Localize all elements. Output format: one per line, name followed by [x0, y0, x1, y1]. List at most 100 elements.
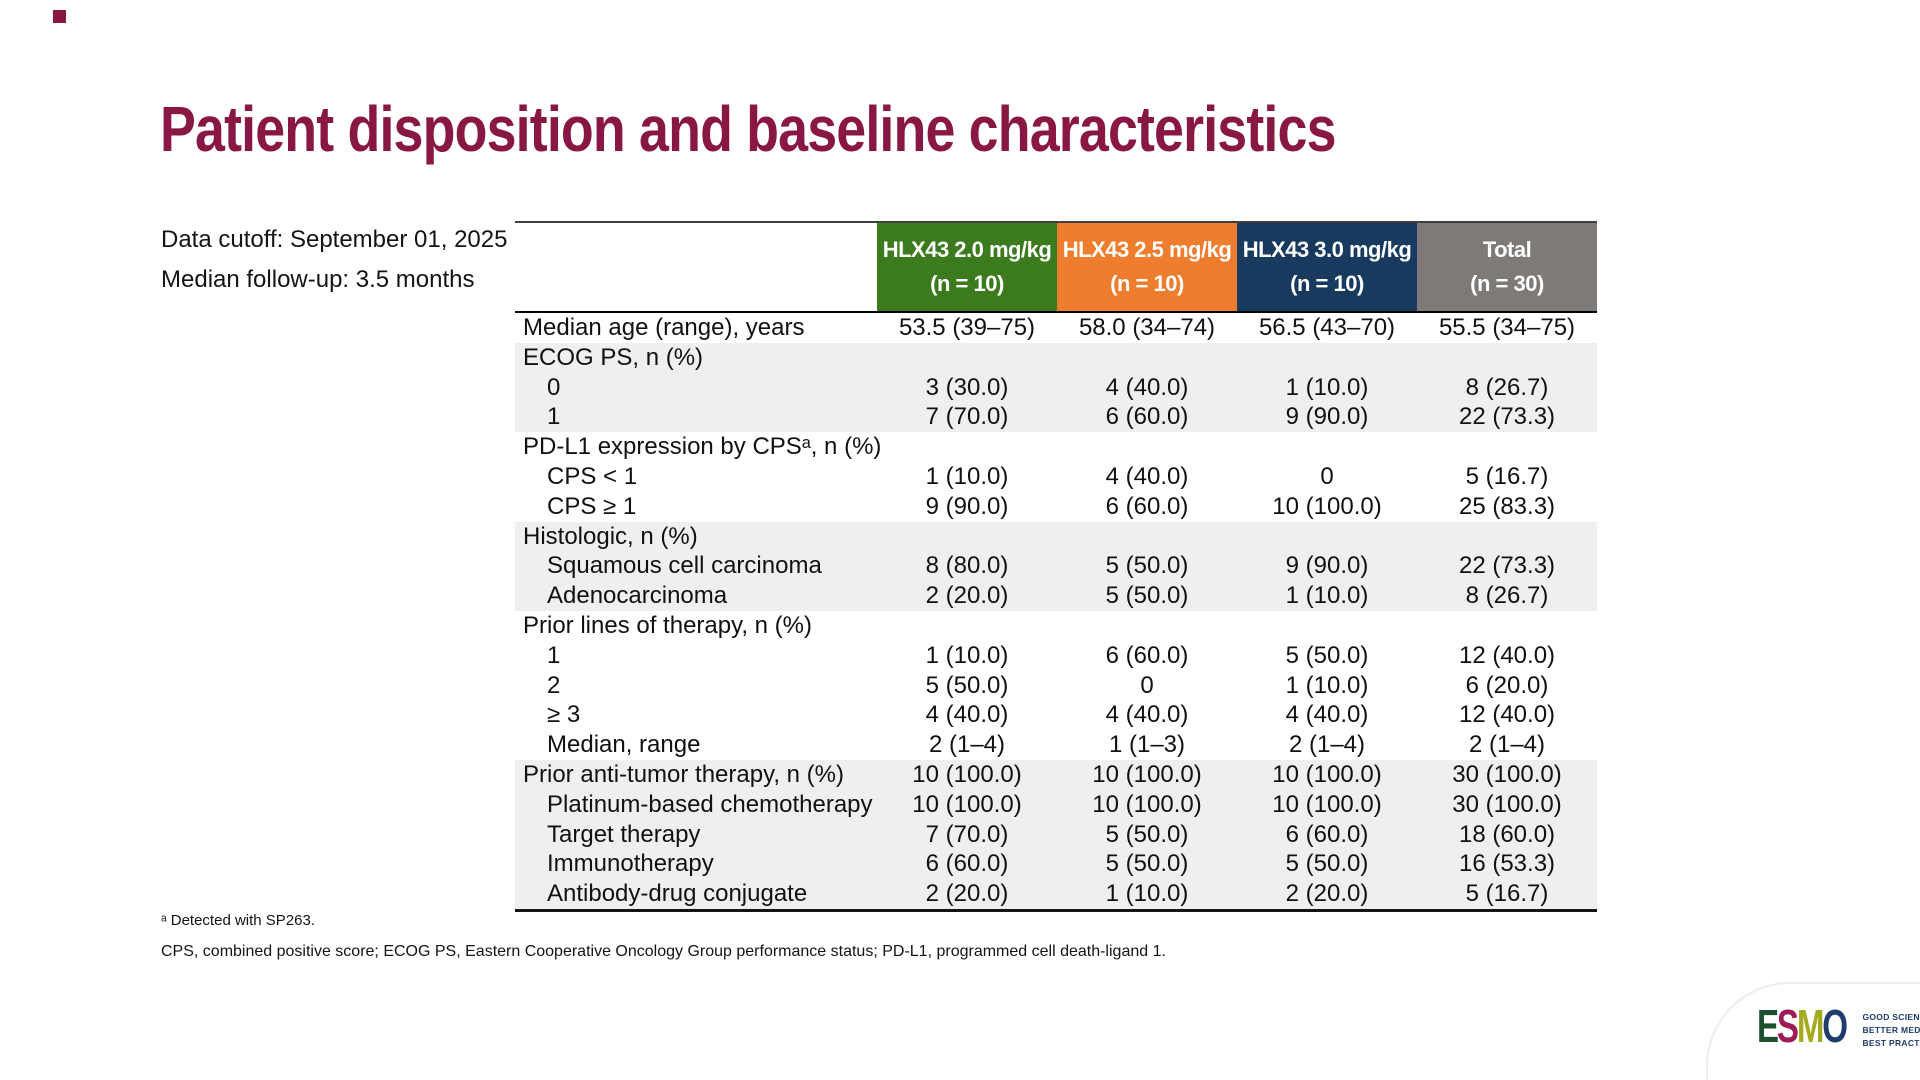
cell-value: 55.5 (34–75) [1438, 314, 1576, 341]
slide-title: Patient disposition and baseline charact… [160, 93, 1336, 165]
column-header-line2: (n = 30) [1470, 271, 1544, 296]
cell-value [1057, 343, 1237, 373]
esmo-logo-card [1706, 982, 1920, 1080]
row-label: ECOG PS, n (%) [523, 343, 704, 371]
row-label: Platinum-based chemotherapy [547, 790, 873, 818]
footnote-abbreviations: CPS, combined positive score; ECOG PS, E… [161, 943, 1166, 960]
cell-value: 9 (90.0) [925, 492, 1009, 520]
cell-value [1057, 432, 1237, 462]
cell-value: 8 (80.0) [925, 552, 1009, 580]
table-row: Antibody-drug conjugate 2 (20.0) 1 (10.0) 2… [515, 879, 1597, 911]
cell-value: 1 (1–3) [1108, 731, 1186, 759]
table-row: Adenocarcinoma 2 (20.0) 5 (50.0) 1 (10.0) 8 … [515, 581, 1597, 611]
table-row: Target therapy 7 (70.0) 5 (50.0) 6 (60.0) 18… [515, 819, 1597, 850]
row-label: Median age (range), years [523, 314, 805, 341]
cell-value: 2 (1–4) [928, 731, 1006, 759]
table-row: ECOG PS, n (%) [515, 342, 1597, 373]
table-row: Squamous cell carcinoma 8 (80.0) 5 (50.0) 9… [515, 551, 1597, 582]
cell-value: 56.5 (43–70) [1258, 314, 1396, 341]
esmo-letter: E [1757, 1000, 1779, 1052]
cell-value: 5 (50.0) [1105, 820, 1189, 848]
cell-value: 12 (40.0) [1458, 701, 1556, 729]
cell-value [877, 522, 1057, 552]
table-row: 1 1 (10.0) 6 (60.0) 5 (50.0) 12 (40.0) [515, 641, 1597, 671]
table-header-row: HLX43 2.0 mg/kg (n = 10) HLX43 2.5 mg/kg (n… [515, 222, 1597, 313]
cell-value: 53.5 (39–75) [898, 314, 1036, 341]
cell-value: 6 (60.0) [1105, 403, 1189, 431]
esmo-logo: ESMO GOOD SCIENCE BETTER MEDICINE BEST PRA… [1757, 1003, 1920, 1050]
cell-value: 10 (100.0) [1272, 760, 1382, 788]
row-label: Squamous cell carcinoma [547, 552, 822, 580]
cell-value: 16 (53.3) [1458, 850, 1556, 878]
cell-value: 0 [1140, 671, 1154, 699]
baseline-characteristics-table: HLX43 2.0 mg/kg (n = 10) HLX43 2.5 mg/kg (n… [515, 221, 1597, 912]
cell-value [1057, 522, 1237, 552]
cell-value: 10 (100.0) [912, 760, 1022, 788]
cell-value [1417, 432, 1597, 462]
cell-value: 22 (73.3) [1458, 403, 1556, 431]
cell-value: 4 (40.0) [1105, 462, 1189, 490]
esmo-letter: S [1776, 1000, 1799, 1052]
column-header-line2: (n = 10) [1290, 271, 1364, 296]
corner-accent-mark [53, 10, 66, 23]
cell-value [1057, 611, 1237, 641]
table-row: Median, range 2 (1–4) 1 (1–3) 2 (1–4) 2 (1–4… [515, 730, 1597, 760]
row-label: Median, range [547, 731, 701, 759]
cell-value: 10 (100.0) [1272, 790, 1382, 818]
cell-value: 2 (20.0) [925, 582, 1009, 610]
cell-value: 1 (10.0) [925, 641, 1009, 669]
row-label: 1 [547, 641, 561, 669]
table-row: 0 3 (30.0) 4 (40.0) 1 (10.0) 8 (26.7) [515, 372, 1597, 403]
cell-value: 5 (50.0) [1105, 582, 1189, 610]
cell-value: 6 (60.0) [1105, 492, 1189, 520]
row-label: Immunotherapy [547, 850, 714, 878]
footnote-sp263: ᵃ Detected with SP263. [161, 912, 315, 929]
row-label: ≥ 3 [547, 701, 581, 729]
row-label: Antibody-drug conjugate [547, 880, 808, 908]
cell-value [1417, 343, 1597, 373]
cell-value: 4 (40.0) [1105, 373, 1189, 401]
table-corner-cell [515, 222, 877, 313]
cell-value: 6 (60.0) [1285, 820, 1369, 848]
row-label: 0 [547, 373, 561, 401]
cell-value [877, 432, 1057, 462]
cell-value [877, 343, 1057, 373]
esmo-wordmark: ESMO [1757, 1003, 1848, 1049]
cell-value: 10 (100.0) [1092, 760, 1202, 788]
table-row: CPS < 1 1 (10.0) 4 (40.0) 0 5 (16.7) [515, 462, 1597, 492]
cell-value: 58.0 (34–74) [1078, 314, 1216, 341]
cell-value: 2 (1–4) [1468, 731, 1546, 759]
esmo-tagline-line: GOOD SCIENCE [1862, 1012, 1920, 1022]
cell-value: 18 (60.0) [1458, 820, 1556, 848]
row-label: Adenocarcinoma [547, 582, 728, 610]
cell-value: 2 (20.0) [925, 880, 1009, 908]
column-header-line1: HLX43 2.0 mg/kg [882, 237, 1052, 262]
row-label: CPS < 1 [547, 462, 638, 490]
row-label: PD-L1 expression by CPSᵃ, n (%) [523, 433, 882, 461]
table-row: PD-L1 expression by CPSᵃ, n (%) [515, 432, 1597, 462]
table-row: Histologic, n (%) [515, 521, 1597, 552]
cell-value: 5 (50.0) [1285, 641, 1369, 669]
table-row: Immunotherapy 6 (60.0) 5 (50.0) 5 (50.0) 16 … [515, 849, 1597, 880]
median-followup-text: Median follow-up: 3.5 months [161, 266, 475, 293]
baseline-characteristics-table-wrap: HLX43 2.0 mg/kg (n = 10) HLX43 2.5 mg/kg (n… [515, 221, 1597, 912]
column-header-line1: Total [1482, 237, 1532, 262]
cell-value: 7 (70.0) [925, 820, 1009, 848]
column-header-line1: HLX43 3.0 mg/kg [1242, 237, 1412, 262]
table-row: Platinum-based chemotherapy 10 (100.0) 10 … [515, 789, 1597, 820]
table-row: Prior anti-tumor therapy, n (%) 10 (100.0… [515, 759, 1597, 790]
esmo-tagline: GOOD SCIENCE BETTER MEDICINE BEST PRACTICE [1862, 1004, 1920, 1050]
cell-value: 4 (40.0) [1105, 701, 1189, 729]
row-label: CPS ≥ 1 [547, 492, 637, 520]
cell-value: 1 (10.0) [1285, 671, 1369, 699]
row-label: Prior anti-tumor therapy, n (%) [523, 760, 844, 788]
cell-value: 2 (1–4) [1288, 731, 1366, 759]
cell-value [1417, 522, 1597, 552]
row-label: Target therapy [547, 820, 701, 848]
cell-value: 0 [1320, 462, 1334, 490]
table-row: ≥ 3 4 (40.0) 4 (40.0) 4 (40.0) 12 (40.0) [515, 700, 1597, 730]
cell-value: 5 (50.0) [1105, 552, 1189, 580]
cell-value [1237, 522, 1417, 552]
cell-value: 1 (10.0) [925, 462, 1009, 490]
table-row: Median age (range), years 53.5 (39–75) 58.… [515, 312, 1597, 343]
